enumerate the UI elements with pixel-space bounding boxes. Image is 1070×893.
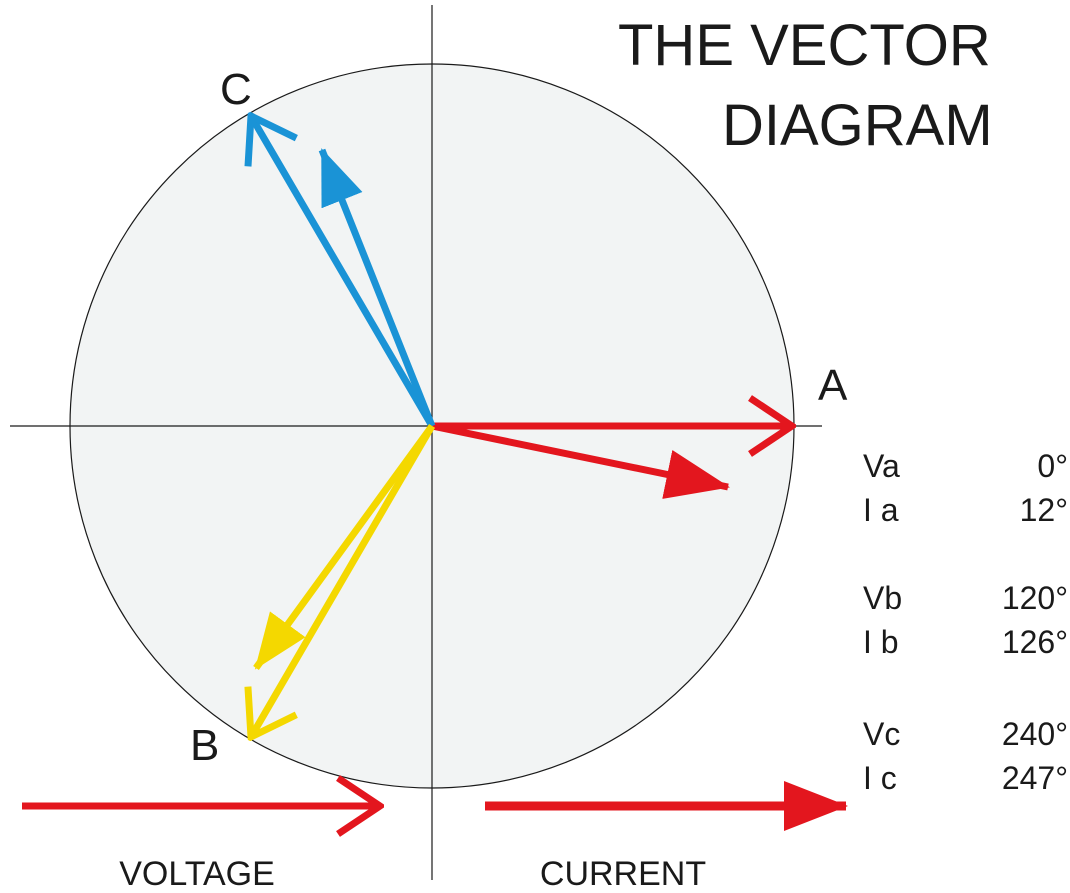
ia-vector [431,422,730,499]
ib-vector [253,423,435,671]
row-name: Vb [863,580,902,616]
row-angle: 126° [1002,624,1068,660]
title-line: THE VECTOR [618,13,991,78]
phase-label: A [818,361,848,410]
ic-vector [318,148,436,428]
row-angle: 12° [1020,492,1068,528]
phase-label: C [220,65,252,114]
vb-vector [251,424,436,737]
row-name: I c [863,760,897,796]
legend-label: VOLTAGE [119,855,275,893]
row-name: Vc [863,716,900,752]
row-name: I b [863,624,899,660]
title-line: DIAGRAM [722,93,993,158]
legend-label: CURRENT [540,855,706,893]
row-angle: 240° [1002,716,1068,752]
row-angle: 120° [1002,580,1068,616]
row-name: Va [863,448,900,484]
vc-vector [251,116,436,428]
row-angle: 0° [1037,448,1068,484]
row-name: I a [863,492,899,528]
phase-label: B [190,721,219,770]
row-angle: 247° [1002,760,1068,796]
angle-table: Va 0° I a 12° Vb 120° I b 126° Vc 240° I… [863,448,1068,796]
